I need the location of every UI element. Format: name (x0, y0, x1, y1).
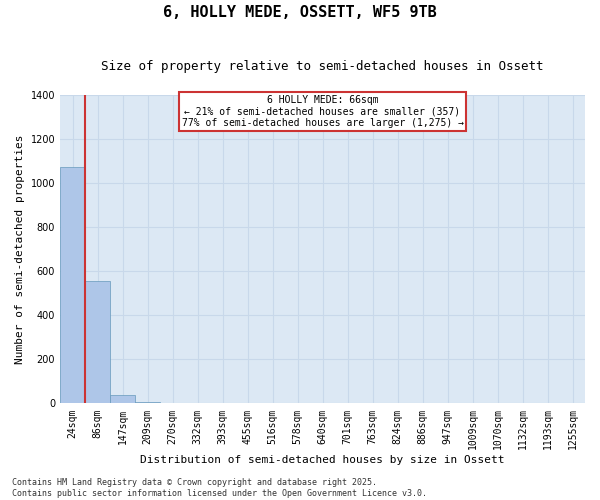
X-axis label: Distribution of semi-detached houses by size in Ossett: Distribution of semi-detached houses by … (140, 455, 505, 465)
Bar (85, 280, 110, 404)
Bar (135, 402, 160, 404)
Text: 6 HOLLY MEDE: 66sqm
← 21% of semi-detached houses are smaller (357)
77% of semi-: 6 HOLLY MEDE: 66sqm ← 21% of semi-detach… (182, 95, 464, 128)
Title: Size of property relative to semi-detached houses in Ossett: Size of property relative to semi-detach… (101, 60, 544, 73)
Text: Contains HM Land Registry data © Crown copyright and database right 2025.
Contai: Contains HM Land Registry data © Crown c… (12, 478, 427, 498)
Bar (60, 166, 85, 404)
Bar (110, 394, 135, 404)
Text: 6, HOLLY MEDE, OSSETT, WF5 9TB: 6, HOLLY MEDE, OSSETT, WF5 9TB (163, 5, 437, 20)
Y-axis label: Number of semi-detached properties: Number of semi-detached properties (15, 134, 25, 364)
